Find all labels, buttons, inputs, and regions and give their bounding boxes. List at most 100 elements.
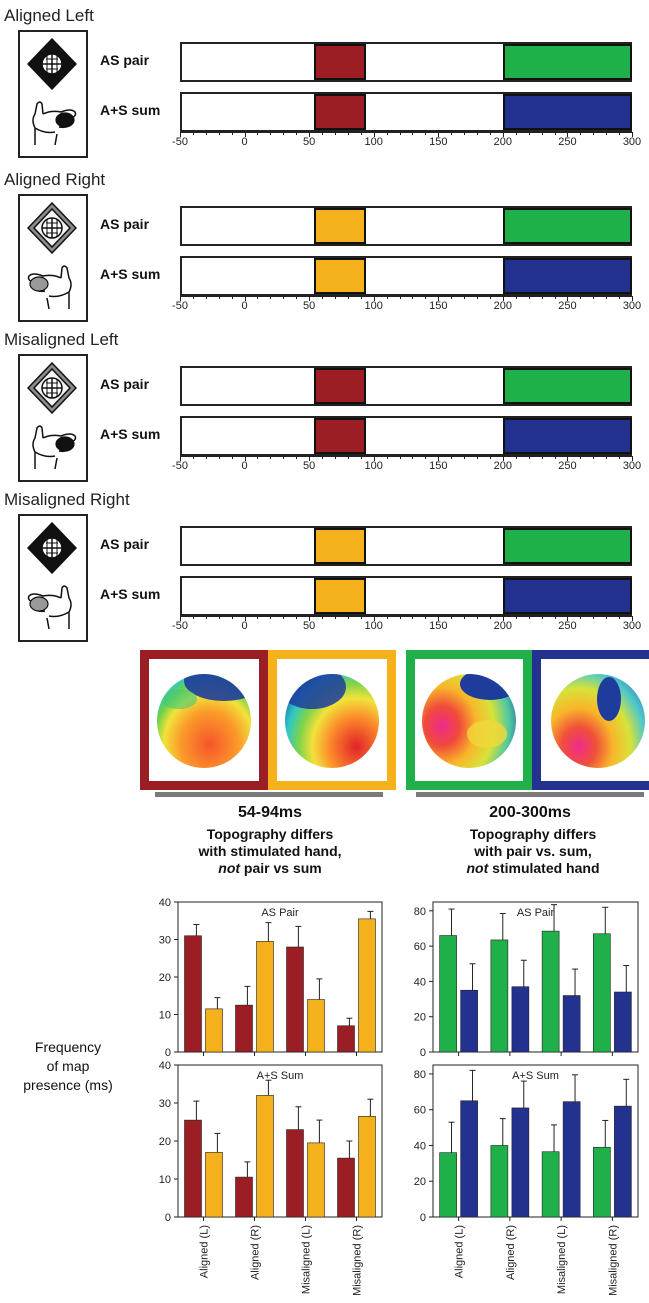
time-axis-tick (205, 132, 207, 135)
time-axis-tick (515, 132, 517, 135)
y-tick-label: 20 (414, 1012, 426, 1024)
time-axis-label: 300 (622, 136, 642, 148)
bar (307, 999, 325, 1053)
time-axis-tick (360, 456, 362, 459)
time-axis-label: 200 (493, 300, 513, 312)
y-tick-label: 0 (420, 1047, 426, 1059)
time-axis-tick (309, 616, 311, 621)
early-window-segment (314, 258, 366, 294)
window-bar-early (155, 792, 383, 797)
y-tick-label: 30 (159, 935, 171, 947)
time-axis-tick (386, 296, 388, 299)
time-axis-tick (541, 616, 543, 619)
time-axis-tick (528, 296, 530, 299)
time-axis-tick (347, 132, 349, 135)
time-axis-label: 50 (303, 136, 316, 148)
time-axis-tick (373, 132, 375, 137)
bar (511, 986, 530, 1053)
time-axis-tick (373, 296, 375, 301)
time-axis-tick (502, 296, 504, 301)
time-axis-tick (244, 616, 246, 621)
timeline-bar-pair (180, 526, 632, 566)
stimulus-diamond-icon (26, 201, 78, 255)
time-axis-tick (218, 296, 220, 299)
time-axis-tick (632, 132, 633, 137)
topo-map-early-left (157, 674, 251, 768)
x-category-label: Aligned (L) (454, 1225, 466, 1278)
time-axis-tick (399, 132, 401, 135)
time-axis-tick (593, 296, 595, 299)
time-axis-tick (580, 456, 582, 459)
y-axis-label: Frequency of map presence (ms) (8, 1038, 128, 1095)
time-axis-label: 200 (493, 460, 513, 472)
bar (511, 1107, 530, 1218)
y-tick-label: 60 (414, 1105, 426, 1117)
time-axis-tick (205, 616, 207, 619)
time-axis-tick (180, 132, 181, 137)
late-window-segment (502, 528, 632, 564)
time-axis-tick (477, 132, 479, 135)
window-desc-late-rest: stimulated hand (488, 860, 600, 876)
time-axis-tick (322, 616, 324, 619)
row-label-sum: A+S sum (100, 266, 161, 282)
time-axis-tick (231, 616, 233, 619)
y-tick-label: 20 (414, 1176, 426, 1188)
time-axis (180, 296, 632, 297)
time-axis-tick (412, 616, 414, 619)
time-axis-tick (231, 132, 233, 135)
time-axis-tick (502, 616, 504, 621)
bar (490, 939, 509, 1053)
time-axis-label: 150 (429, 136, 448, 148)
x-category-label: Misaligned (L) (301, 1225, 313, 1294)
stimulus-diamond-icon (26, 521, 78, 575)
topo-frame-orange (268, 650, 396, 790)
time-axis-tick (567, 296, 569, 301)
time-axis-tick (218, 616, 220, 619)
y-axis-label-line2: of map (46, 1058, 90, 1074)
bar (184, 1119, 202, 1218)
time-axis-tick (296, 616, 298, 619)
time-axis-tick (619, 132, 621, 135)
time-axis-tick (192, 132, 194, 135)
time-axis-tick (489, 132, 491, 135)
timeline-bar-sum (180, 416, 632, 456)
time-axis-tick (244, 132, 246, 137)
row-label-sum: A+S sum (100, 102, 161, 118)
hand-icon (32, 101, 77, 146)
late-window-segment (502, 94, 632, 130)
bar (439, 1152, 457, 1218)
y-tick-label: 40 (159, 897, 171, 909)
time-axis-tick (257, 616, 259, 619)
window-desc-late-line1: Topography differs (469, 826, 597, 842)
time-axis-tick (619, 616, 621, 619)
topo-map-late-pair (422, 674, 516, 768)
x-category-label: Aligned (R) (505, 1225, 517, 1280)
bar (256, 941, 274, 1053)
time-axis-label: 200 (493, 136, 513, 148)
time-axis-tick (309, 456, 311, 461)
time-axis-tick (334, 132, 336, 135)
window-desc-late-line2: with pair vs. sum, (474, 843, 592, 859)
time-axis-tick (580, 296, 582, 299)
window-desc-early: Topography differs with stimulated hand,… (165, 826, 375, 877)
bar (235, 1004, 253, 1053)
bar (614, 991, 632, 1053)
time-axis-tick (399, 616, 401, 619)
stimulus-diamond-icon (26, 37, 78, 91)
time-axis-tick (322, 456, 324, 459)
bar (460, 1100, 478, 1218)
time-axis-label: -50 (172, 620, 188, 632)
time-axis-tick (438, 296, 440, 301)
time-axis-tick (360, 616, 362, 619)
bar (490, 1145, 509, 1218)
time-axis-tick (373, 616, 375, 621)
time-axis-tick (205, 456, 207, 459)
time-axis-tick (425, 296, 427, 299)
time-axis-tick (567, 616, 569, 621)
time-axis-label: 200 (493, 620, 513, 632)
early-window-segment (314, 208, 366, 244)
time-axis-tick (425, 616, 427, 619)
time-axis-tick (451, 616, 453, 619)
bar (256, 1095, 274, 1218)
